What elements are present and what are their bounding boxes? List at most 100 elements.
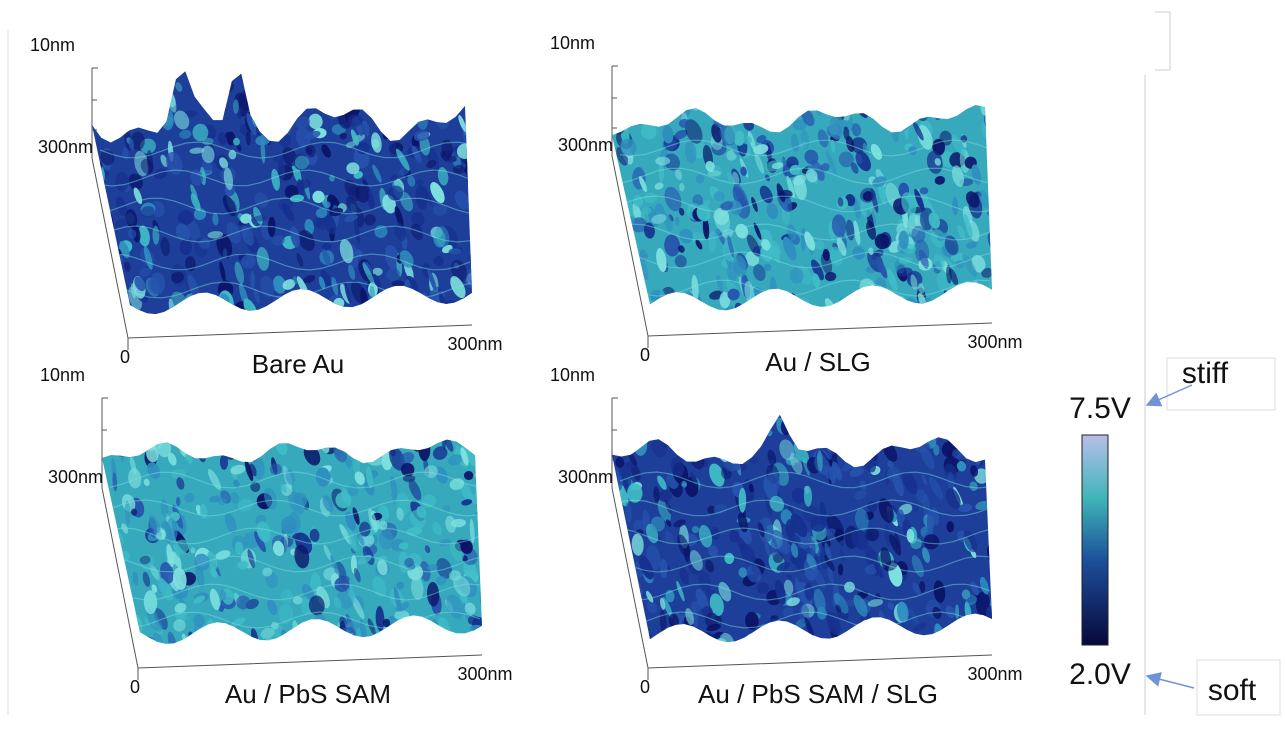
texture-spot — [833, 592, 849, 614]
texture-spot — [760, 62, 771, 77]
texture-spot — [454, 190, 470, 210]
texture-spot — [375, 395, 392, 413]
texture-spot — [805, 169, 818, 183]
texture-spot — [632, 424, 640, 436]
texture-spot — [355, 249, 363, 258]
texture-spot — [449, 403, 457, 411]
texture-spot — [937, 232, 948, 241]
texture-spot — [859, 480, 867, 491]
texture-spot — [123, 640, 128, 644]
texture-spot — [89, 379, 104, 395]
texture-spot — [600, 59, 615, 82]
texture-spot — [868, 289, 878, 305]
texture-spot — [97, 228, 105, 236]
texture-spot — [470, 248, 472, 272]
texture-spot — [695, 174, 705, 184]
texture-spot — [620, 138, 637, 157]
texture-spot — [877, 259, 888, 279]
texture-spot — [455, 636, 468, 644]
texture-spot — [404, 557, 414, 567]
texture-spot — [852, 297, 861, 310]
texture-spot — [237, 560, 249, 570]
texture-spot — [932, 606, 942, 619]
texture-spot — [696, 637, 711, 643]
texture-spot — [312, 79, 323, 97]
texture-spot — [373, 389, 380, 402]
texture-spot — [403, 376, 413, 398]
texture-spot — [692, 61, 701, 72]
texture-spot — [450, 276, 466, 299]
texture-spot — [620, 573, 634, 590]
texture-spot — [654, 421, 671, 438]
texture-spot — [450, 518, 466, 528]
texture-spot — [396, 91, 408, 110]
texture-spot — [449, 304, 460, 315]
texture-spot — [152, 225, 160, 245]
texture-spot — [740, 166, 747, 176]
texture-spot — [367, 189, 375, 211]
texture-spot — [446, 594, 464, 619]
texture-spot — [932, 301, 942, 311]
texture-spot — [433, 255, 444, 267]
texture-spot — [732, 434, 747, 452]
texture-spot — [304, 384, 317, 402]
texture-spot — [621, 626, 636, 643]
texture-spot — [376, 439, 392, 448]
texture-spot — [190, 547, 196, 554]
texture-spot — [215, 627, 226, 644]
texture-spot — [747, 299, 756, 311]
texture-spot — [745, 611, 759, 630]
texture-spot — [347, 71, 362, 78]
texture-spot — [323, 544, 332, 561]
texture-spot — [727, 432, 738, 445]
texture-spot — [758, 522, 765, 538]
texture-spot — [824, 542, 832, 561]
texture-spot — [926, 509, 935, 535]
texture-spot — [384, 632, 395, 644]
texture-spot — [394, 206, 404, 228]
texture-spot — [980, 391, 997, 408]
texture-spot — [92, 296, 96, 307]
texture-spot — [753, 144, 769, 155]
texture-spot — [664, 153, 680, 171]
texture-spot — [79, 272, 92, 288]
texture-spot — [838, 151, 854, 168]
texture-spot — [820, 414, 835, 416]
texture-spot — [153, 621, 163, 632]
texture-spot — [793, 175, 807, 201]
texture-spot — [854, 307, 865, 311]
texture-spot — [963, 414, 979, 429]
texture-spot — [212, 212, 219, 226]
texture-spot — [202, 628, 216, 644]
texture-spot — [965, 595, 977, 606]
texture-spot — [305, 143, 316, 158]
texture-spot — [117, 47, 127, 65]
texture-spot — [916, 414, 933, 425]
texture-spot — [845, 219, 855, 241]
texture-spot — [243, 446, 255, 455]
texture-spot — [671, 76, 678, 90]
texture-spot — [971, 164, 982, 185]
texture-spot — [632, 195, 644, 207]
texture-spot — [674, 254, 687, 268]
texture-spot — [364, 214, 376, 226]
texture-spot — [736, 536, 748, 553]
texture-spot — [751, 52, 759, 69]
texture-spot — [765, 174, 771, 182]
soft-arrow — [1145, 672, 1195, 689]
texture-spot — [846, 74, 854, 94]
texture-spot — [901, 76, 911, 98]
texture-spot — [375, 298, 383, 309]
texture-spot — [292, 439, 305, 447]
texture-spot — [696, 79, 713, 93]
texture-spot — [849, 628, 856, 639]
texture-spot — [322, 248, 331, 267]
texture-spot — [946, 264, 952, 284]
texture-spot — [674, 129, 688, 140]
texture-spot — [138, 81, 154, 105]
texture-spot — [200, 71, 213, 82]
texture-spot — [857, 49, 871, 61]
texture-spot — [425, 408, 436, 418]
texture-spot — [432, 204, 448, 216]
afm-panel: 10nm 300nm 0 300nm Au / PbS SAM — [40, 365, 513, 709]
